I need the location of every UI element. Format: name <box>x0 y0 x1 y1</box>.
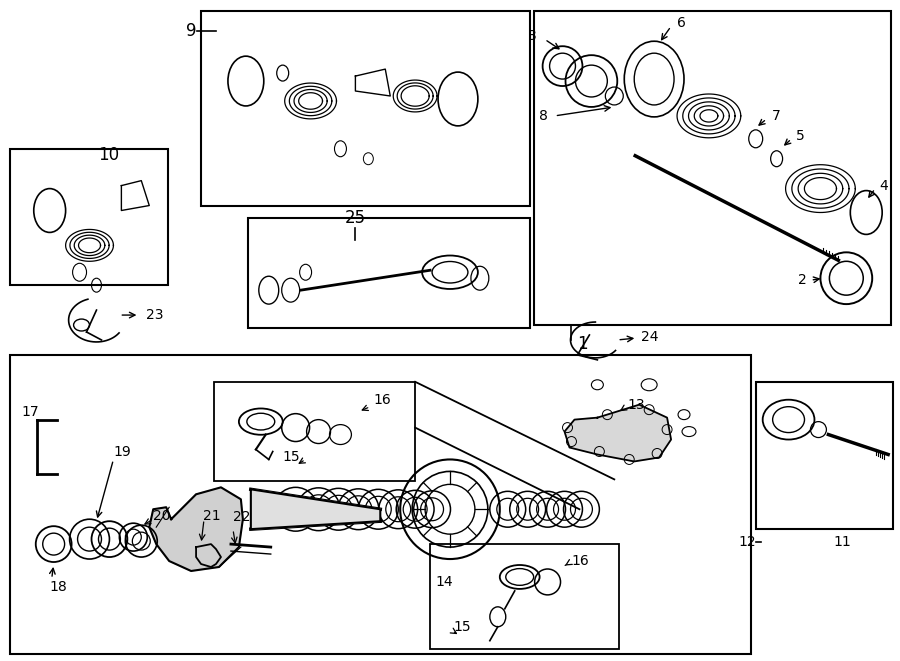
Text: 23: 23 <box>147 308 164 322</box>
Text: 20: 20 <box>153 509 171 524</box>
Text: 11: 11 <box>833 535 851 549</box>
Bar <box>534 11 891 325</box>
Polygon shape <box>122 180 149 210</box>
Bar <box>430 544 619 648</box>
Text: 22: 22 <box>233 510 250 524</box>
Text: 15: 15 <box>283 450 301 465</box>
Text: 16: 16 <box>374 393 392 407</box>
Text: 3: 3 <box>528 29 536 43</box>
Bar <box>248 219 530 328</box>
Text: 25: 25 <box>345 210 366 227</box>
Bar <box>756 382 893 529</box>
Text: 24: 24 <box>641 330 659 344</box>
Text: 16: 16 <box>572 554 590 568</box>
Text: 9: 9 <box>185 22 196 40</box>
Text: 8: 8 <box>539 109 547 123</box>
Polygon shape <box>251 489 381 529</box>
Polygon shape <box>149 487 243 571</box>
Polygon shape <box>356 69 391 96</box>
Text: 13: 13 <box>627 398 645 412</box>
Text: 21: 21 <box>203 509 220 524</box>
Text: 5: 5 <box>796 129 805 143</box>
Text: 1: 1 <box>578 335 588 353</box>
Text: 19: 19 <box>113 446 131 459</box>
Text: 4: 4 <box>879 178 888 192</box>
Text: 12: 12 <box>738 535 756 549</box>
Text: 18: 18 <box>50 580 68 594</box>
Text: 17: 17 <box>21 405 39 418</box>
Text: 15: 15 <box>453 620 471 634</box>
Text: 10: 10 <box>98 145 119 164</box>
Bar <box>214 382 415 481</box>
Polygon shape <box>564 405 671 461</box>
Text: 2: 2 <box>797 273 806 288</box>
Text: 7: 7 <box>771 109 780 123</box>
Text: 14: 14 <box>435 575 453 589</box>
Bar <box>10 149 168 285</box>
Bar <box>10 355 751 654</box>
Bar <box>201 11 530 206</box>
Text: 6: 6 <box>677 17 686 30</box>
